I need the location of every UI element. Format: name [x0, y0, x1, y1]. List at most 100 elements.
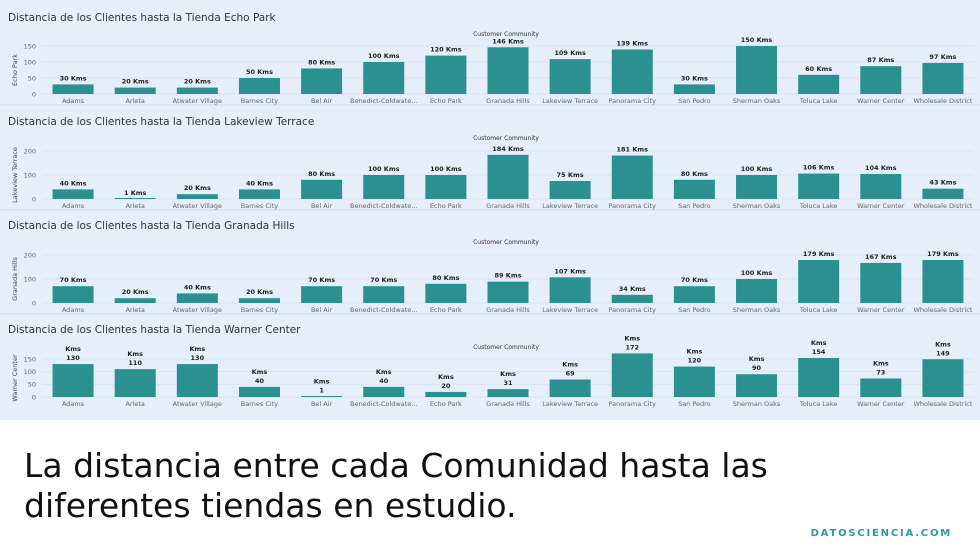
chart-4-x-tick-label: Warner Center [857, 400, 905, 408]
chart-1-data-label: 20 Kms [122, 78, 149, 86]
chart-2-y-tick-label: 0 [32, 195, 36, 203]
chart-4-bar-13 [798, 357, 840, 397]
chart-4-data-label-unit: Kms [624, 334, 640, 342]
chart-4-data-label-value: 90 [752, 364, 762, 372]
chart-1-data-label: 109 Kms [554, 49, 586, 57]
caption-text: La distancia entre cada Comunidad hasta … [24, 446, 768, 525]
chart-2-title: Distancia de los Clientes hasta la Tiend… [8, 116, 314, 128]
chart-1-data-label: 100 Kms [368, 52, 400, 60]
chart-2-x-tick-label: Atwater Village [173, 202, 222, 210]
chart-4-x-tick-label: Bel Air [311, 400, 333, 408]
chart-4-data-label-value: 1 [319, 387, 324, 395]
chart-3-bar-8 [487, 281, 529, 303]
chart-3-x-tick-label: Arleta [125, 306, 144, 314]
chart-3-bar-2 [114, 298, 156, 303]
dashboard-panel: Distancia de los Clientes hasta la Tiend… [0, 0, 980, 420]
chart-1-data-label: 30 Kms [681, 74, 708, 82]
chart-3-data-label: 40 Kms [184, 283, 211, 291]
chart-1-x-tick-label: Benedict-Coldwate... [350, 97, 417, 105]
chart-2-x-tick-label: Arleta [125, 202, 144, 210]
chart-3-data-label: 34 Kms [619, 285, 646, 293]
chart-1-bar-2 [114, 87, 156, 94]
chart-2-bar-14 [860, 174, 902, 199]
chart-3-bar-3 [176, 293, 218, 303]
chart-3-x-tick-label: Toluca Lake [799, 306, 838, 314]
chart-1-bar-14 [860, 66, 902, 94]
chart-1-x-tick-label: Adams [62, 97, 85, 105]
chart-2-bar-4 [238, 189, 280, 199]
chart-1-data-label: 120 Kms [430, 46, 462, 54]
chart-2-x-tick-label: Sherman Oaks [733, 202, 781, 210]
chart-1-bar-7 [425, 55, 467, 94]
chart-3-y-tick-label: 100 [24, 275, 36, 283]
chart-3-x-tick-label: Atwater Village [173, 306, 222, 314]
chart-1-bar-9 [549, 59, 591, 94]
chart-4-x-tick-label: Toluca Lake [799, 400, 838, 408]
chart-3-x-tick-label: Sherman Oaks [733, 306, 781, 314]
chart-1-y-tick-label: 100 [24, 58, 36, 66]
chart-4-data-label-value: 120 [688, 357, 702, 365]
chart-4-data-label-unit: Kms [935, 340, 951, 348]
chart-4-bar-3 [176, 364, 218, 397]
chart-4-data-label-unit: Kms [873, 360, 889, 368]
chart-1-bar-8 [487, 47, 529, 94]
chart-4-title: Distancia de los Clientes hasta la Tiend… [8, 324, 301, 336]
chart-4-data-label-value: 110 [128, 359, 142, 367]
chart-4-x-tick-label: Atwater Village [173, 400, 222, 408]
chart-1-data-label: 87 Kms [867, 56, 894, 64]
chart-1-x-tick-label: Atwater Village [173, 97, 222, 105]
chart-3-bar-15 [922, 260, 964, 303]
chart-1-bar-13 [798, 74, 840, 94]
chart-3-bar-10 [611, 294, 653, 303]
chart-2-bar-5 [301, 179, 343, 199]
chart-3-bar-6 [363, 286, 405, 303]
chart-4-x-tick-label: Adams [62, 400, 85, 408]
chart-2-bar-15 [922, 188, 964, 199]
chart-4-bar-2 [114, 369, 156, 397]
chart-4-bar-9 [549, 379, 591, 397]
chart-4-x-tick-label: Echo Park [430, 400, 462, 408]
chart-2-data-label: 184 Kms [492, 145, 524, 153]
chart-4-data-label-unit: Kms [500, 370, 516, 378]
chart-1-x-tick-label: Bel Air [311, 97, 333, 105]
chart-3-bar-1 [52, 286, 94, 303]
chart-2-bar-2 [114, 198, 156, 199]
chart-4-y-tick-label: 100 [24, 368, 36, 376]
chart-1-data-label: 60 Kms [805, 65, 832, 73]
chart-1-x-tick-label: Panorama City [609, 97, 657, 105]
chart-3-x-tick-label: San Pedro [678, 306, 711, 314]
chart-2-data-label: 80 Kms [308, 170, 335, 178]
chart-1-x-tick-label: Sherman Oaks [733, 97, 781, 105]
chart-1-y-tick-label: 150 [24, 42, 36, 50]
chart-3-x-tick-label: Echo Park [430, 306, 462, 314]
chart-4-bar-6 [363, 386, 405, 397]
chart-3-data-label: 20 Kms [246, 288, 273, 296]
chart-1-data-label: 139 Kms [617, 40, 649, 48]
chart-1-data-label: 80 Kms [308, 58, 335, 66]
chart-4-x-tick-label: Benedict-Coldwate... [350, 400, 417, 408]
chart-4-data-label-value: 73 [876, 369, 885, 377]
chart-4-data-label-unit: Kms [687, 348, 703, 356]
chart-2-x-tick-label: Echo Park [430, 202, 462, 210]
chart-4-data-label-unit: Kms [749, 355, 765, 363]
chart-1-x-tick-label: Wholesale District [913, 97, 972, 105]
chart-1-bar-10 [611, 49, 653, 94]
chart-1-bar-3 [176, 87, 218, 94]
chart-4-data-label-unit: Kms [127, 350, 143, 358]
chart-2-bar-11 [673, 179, 715, 199]
chart-3-data-label: 179 Kms [927, 250, 959, 258]
chart-3-bar-12 [736, 279, 778, 303]
chart-2-y-tick-label: 200 [24, 147, 36, 155]
chart-4-x-tick-label: Sherman Oaks [733, 400, 781, 408]
chart-2-data-label: 80 Kms [681, 170, 708, 178]
chart-1-y-tick-label: 0 [32, 90, 36, 98]
chart-2-x-tick-label: Toluca Lake [799, 202, 838, 210]
chart-4-data-label-unit: Kms [252, 368, 268, 376]
chart-4-data-label-value: 69 [566, 370, 576, 378]
chart-4-data-label-value: 149 [936, 349, 950, 357]
chart-4-data-label-unit: Kms [811, 339, 827, 347]
chart-1-data-label: 50 Kms [246, 68, 273, 76]
chart-2-data-label: 100 Kms [741, 165, 773, 173]
chart-2-bar-7 [425, 175, 467, 199]
chart-4-bar-1 [52, 364, 94, 397]
